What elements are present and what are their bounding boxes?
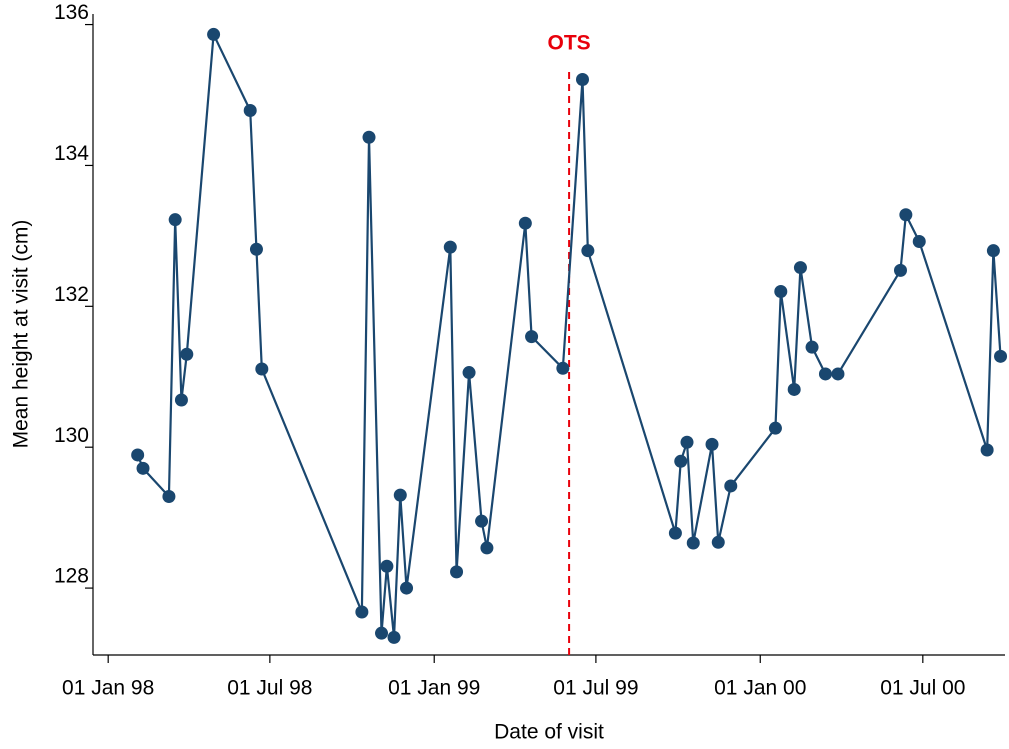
data-point bbox=[994, 349, 1008, 363]
data-point bbox=[207, 27, 221, 41]
data-point bbox=[375, 626, 389, 640]
data-point bbox=[387, 630, 401, 644]
data-point bbox=[174, 393, 188, 407]
data-point bbox=[380, 559, 394, 573]
data-point bbox=[180, 347, 194, 361]
y-axis-label: Mean height at visit (cm) bbox=[10, 220, 33, 449]
data-point bbox=[705, 437, 719, 451]
x-axis-label: Date of visit bbox=[494, 721, 604, 744]
data-point bbox=[393, 488, 407, 502]
x-tick-label: 01 Jan 98 bbox=[62, 677, 154, 700]
data-point bbox=[686, 536, 700, 550]
data-point bbox=[575, 73, 589, 87]
x-tick-label: 01 Jan 99 bbox=[388, 677, 480, 700]
data-point bbox=[805, 340, 819, 354]
data-point bbox=[443, 240, 457, 254]
data-point bbox=[556, 361, 570, 375]
data-point bbox=[136, 461, 150, 475]
data-point bbox=[249, 242, 263, 256]
x-tick-label: 01 Jul 00 bbox=[880, 677, 965, 700]
data-point bbox=[774, 285, 788, 299]
data-point bbox=[986, 244, 1000, 258]
data-point bbox=[711, 535, 725, 549]
data-point bbox=[255, 362, 269, 376]
data-point bbox=[400, 581, 414, 595]
x-tick-label: 01 Jan 00 bbox=[714, 677, 806, 700]
y-tick-label: 128 bbox=[54, 565, 89, 588]
x-tick-label: 01 Jul 99 bbox=[553, 677, 638, 700]
data-point bbox=[475, 514, 489, 528]
data-point bbox=[680, 435, 694, 449]
data-point bbox=[668, 526, 682, 540]
data-point bbox=[899, 208, 913, 222]
data-point bbox=[362, 130, 376, 144]
data-point bbox=[480, 541, 494, 555]
data-point bbox=[162, 490, 176, 504]
data-point bbox=[980, 443, 994, 457]
annotation-label: OTS bbox=[548, 32, 591, 55]
data-point bbox=[168, 213, 182, 227]
y-tick-label: 132 bbox=[54, 283, 89, 306]
y-tick-label: 136 bbox=[54, 1, 89, 24]
data-point bbox=[787, 382, 801, 396]
data-point bbox=[724, 479, 738, 493]
data-point bbox=[518, 216, 532, 230]
data-point bbox=[131, 448, 145, 462]
data-point bbox=[793, 261, 807, 275]
data-point bbox=[462, 366, 476, 380]
data-point bbox=[912, 235, 926, 249]
data-point bbox=[450, 565, 464, 579]
data-point bbox=[581, 244, 595, 258]
x-tick-label: 01 Jul 98 bbox=[227, 677, 312, 700]
data-point bbox=[355, 605, 369, 619]
data-point bbox=[243, 104, 257, 118]
data-point bbox=[674, 454, 688, 468]
y-tick-label: 130 bbox=[54, 424, 89, 447]
data-point bbox=[831, 367, 845, 381]
data-point bbox=[525, 330, 539, 344]
y-tick-label: 134 bbox=[54, 142, 89, 165]
data-point bbox=[893, 263, 907, 277]
data-point bbox=[768, 421, 782, 435]
data-point bbox=[818, 367, 832, 381]
